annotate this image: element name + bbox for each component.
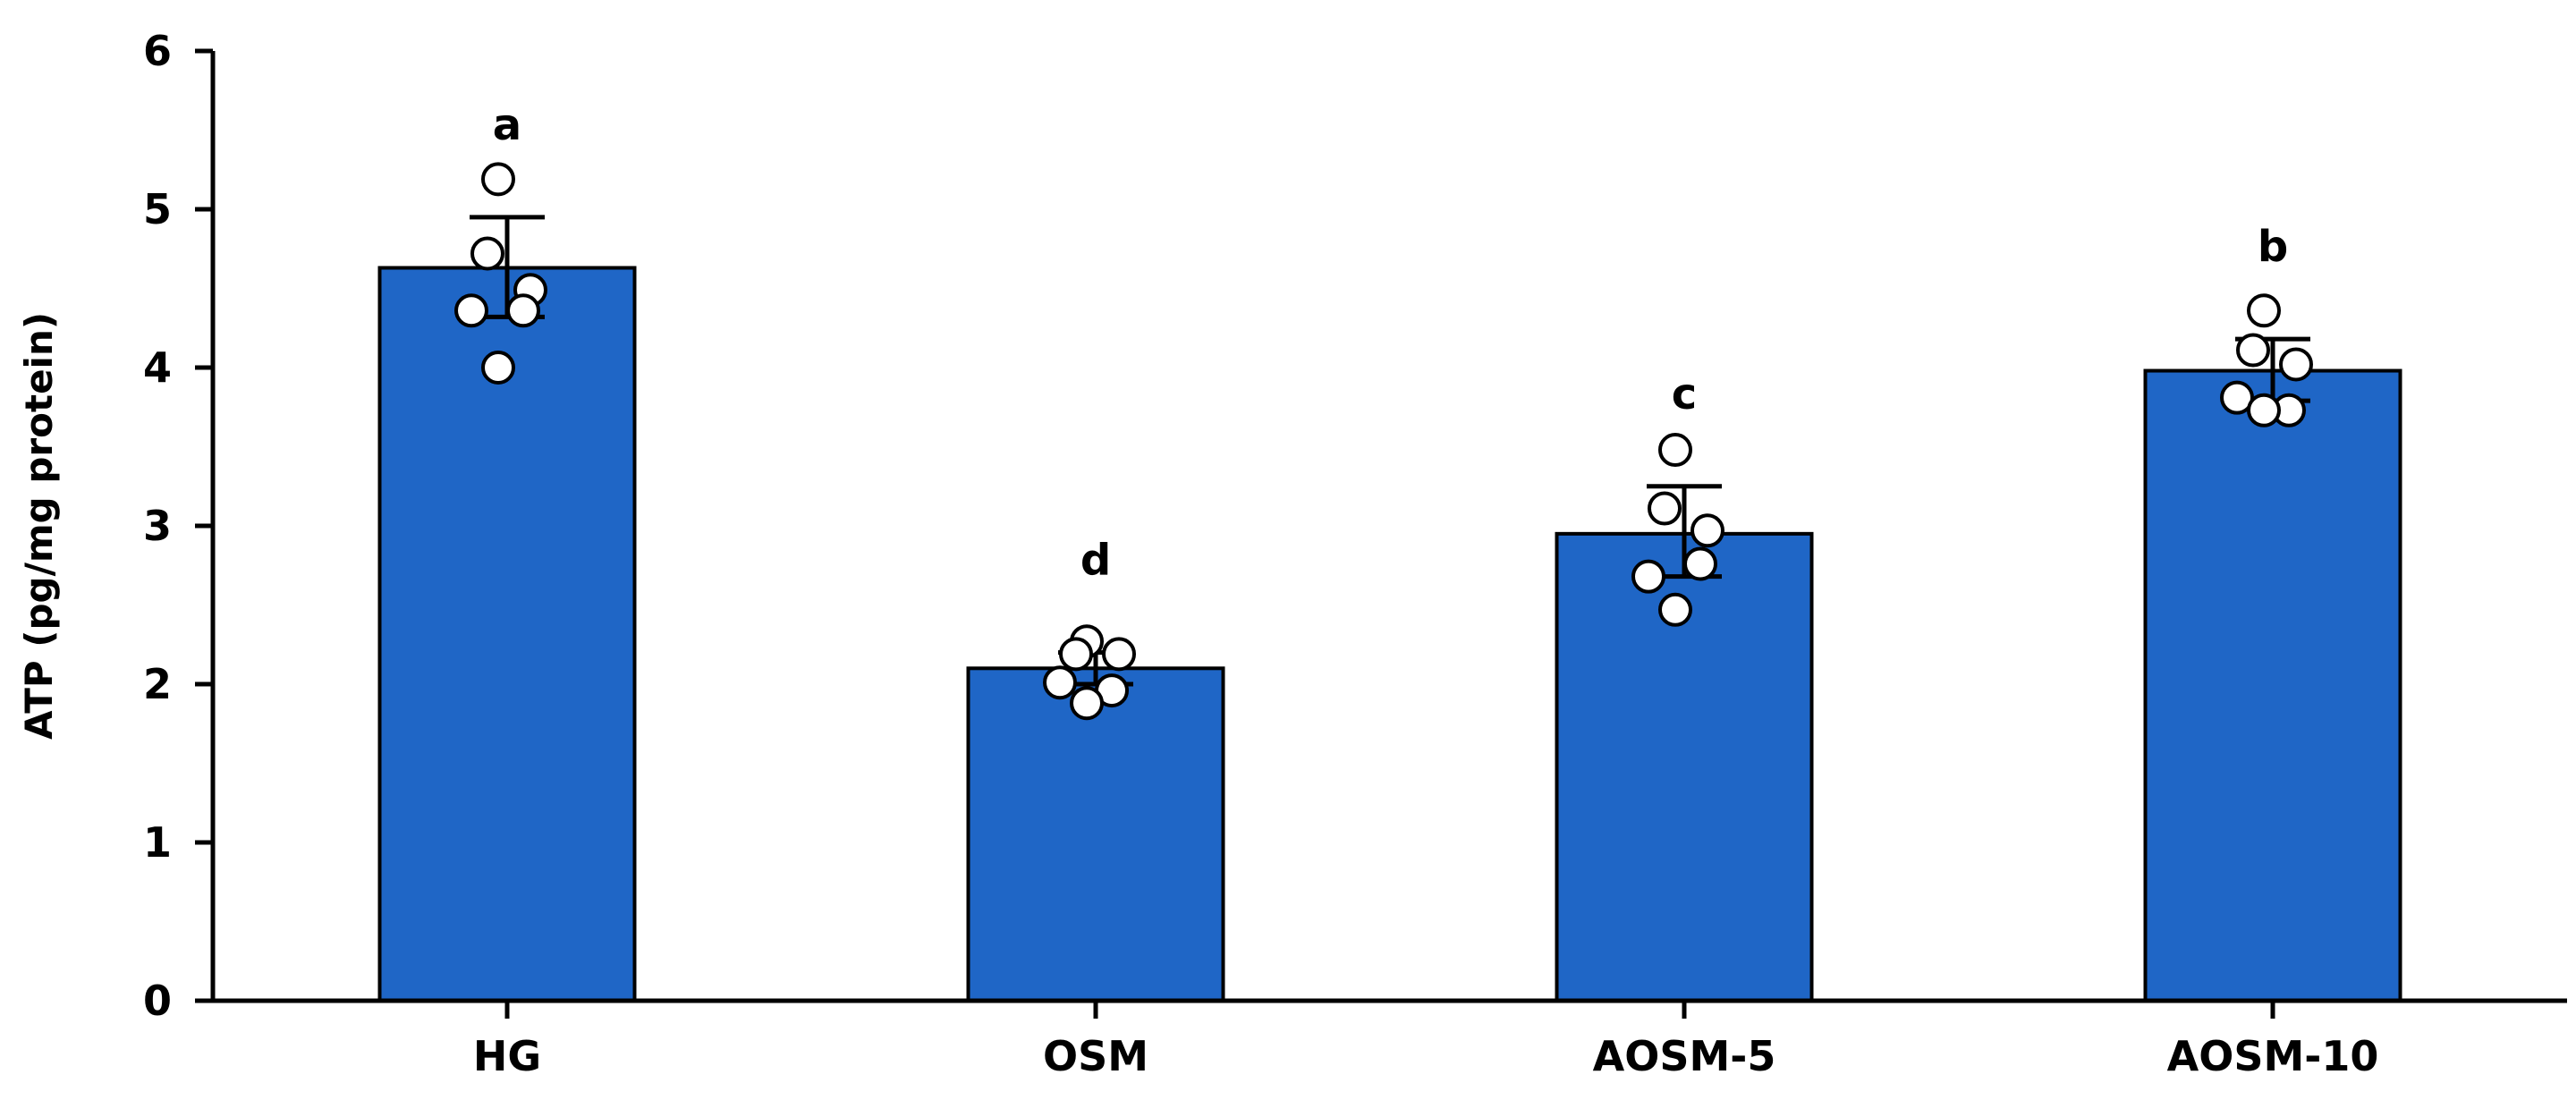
significance-labels-layer: a d c b (493, 100, 2288, 586)
significance-label: a (493, 100, 521, 150)
data-point (2247, 293, 2281, 328)
x-tick-label: OSM (1043, 1032, 1148, 1080)
bar-hg (377, 266, 637, 1003)
data-point (1102, 637, 1136, 672)
bars-layer (377, 266, 2402, 1003)
significance-label: c (1672, 369, 1697, 419)
y-tick-label: 2 (143, 660, 172, 708)
x-tick-label: AOSM-10 (2167, 1032, 2379, 1080)
y-tick-label: 3 (143, 502, 172, 550)
y-tick-label: 1 (143, 818, 172, 867)
error-bars-layer (470, 215, 2310, 687)
bar-aosm-10 (2143, 368, 2402, 1003)
y-tick-label: 5 (143, 185, 172, 233)
data-point (1658, 592, 1692, 627)
x-tick-label: HG (473, 1032, 541, 1080)
data-point (454, 293, 488, 328)
data-point (2279, 347, 2313, 382)
significance-label: b (2258, 222, 2288, 272)
x-ticks-layer: HG OSM AOSM-5 AOSM-10 (473, 1001, 2378, 1080)
data-point (506, 293, 540, 328)
data-point (1070, 686, 1104, 721)
bar-osm (966, 666, 1225, 1003)
data-point (470, 236, 504, 271)
data-point (1043, 665, 1077, 700)
data-point (1631, 559, 1665, 594)
data-point (481, 351, 515, 385)
data-point (2236, 333, 2270, 368)
significance-label: d (1080, 536, 1111, 586)
y-axis-title: ATP (pg/mg protein) (17, 312, 61, 740)
y-tick-label: 0 (143, 977, 172, 1025)
data-point (2247, 393, 2281, 427)
y-ticks-layer: 0 1 2 3 4 5 6 (143, 27, 213, 1025)
data-point (1648, 491, 1682, 526)
data-point (1683, 546, 1717, 581)
data-point (1658, 433, 1692, 468)
x-tick-label: AOSM-5 (1593, 1032, 1776, 1080)
data-points-layer (454, 162, 2313, 721)
y-tick-label: 4 (143, 343, 172, 392)
data-point (2220, 380, 2254, 415)
data-point (1059, 637, 1093, 672)
data-point (1690, 513, 1724, 548)
y-tick-label: 6 (143, 27, 172, 75)
data-point (481, 162, 515, 197)
